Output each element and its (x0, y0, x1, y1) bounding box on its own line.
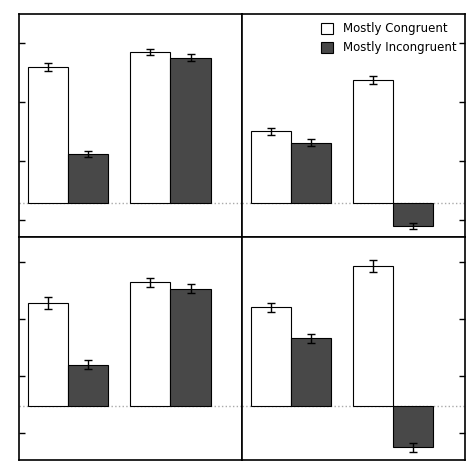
Bar (251, 307, 291, 406)
Bar (171, 289, 210, 406)
Bar (28, 67, 68, 203)
Legend: Mostly Congruent, Mostly Incongruent: Mostly Congruent, Mostly Incongruent (317, 18, 461, 59)
Bar (251, 131, 291, 203)
Bar (353, 80, 393, 203)
Bar (130, 283, 171, 406)
Bar (171, 58, 210, 203)
Bar (393, 406, 433, 447)
Bar (393, 203, 433, 226)
Bar (291, 143, 331, 203)
Bar (130, 52, 171, 203)
Bar (68, 365, 108, 406)
Bar (353, 266, 393, 406)
Bar (291, 338, 331, 406)
Bar (28, 303, 68, 406)
Bar (68, 154, 108, 203)
